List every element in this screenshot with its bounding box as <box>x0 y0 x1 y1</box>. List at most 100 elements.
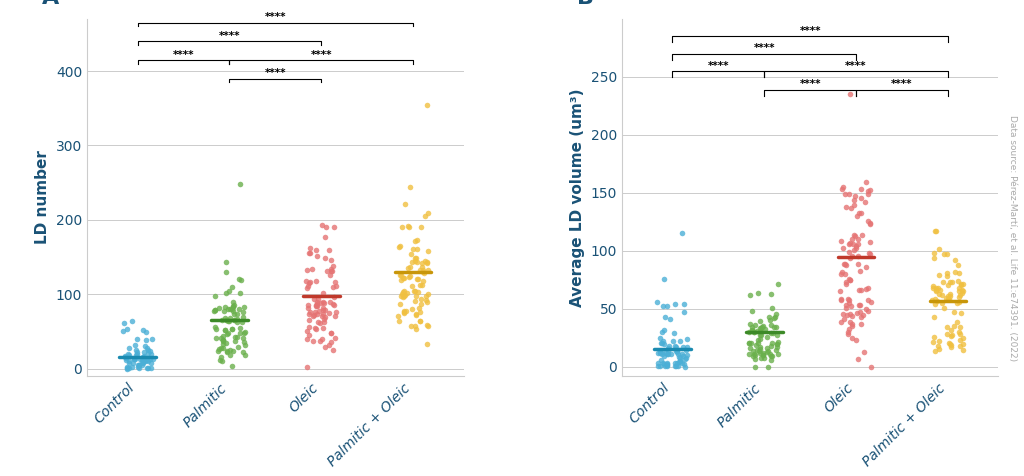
Point <box>408 254 424 261</box>
Point <box>396 288 413 295</box>
Point <box>403 305 420 312</box>
Point <box>415 267 431 274</box>
Point <box>936 250 952 258</box>
Point <box>220 305 237 313</box>
Point <box>231 305 248 313</box>
Point <box>861 238 878 246</box>
Point <box>859 190 876 198</box>
Point <box>307 302 324 310</box>
Point <box>651 362 668 369</box>
Point <box>928 287 944 294</box>
Point <box>417 258 433 265</box>
Point <box>672 357 688 364</box>
Point <box>927 347 943 355</box>
Point <box>323 330 339 337</box>
Point <box>756 354 772 362</box>
Text: ****: **** <box>800 79 821 89</box>
Point <box>216 315 232 322</box>
Point <box>848 242 864 249</box>
Point <box>656 313 673 320</box>
Point <box>408 292 424 300</box>
Point <box>837 190 853 198</box>
Point <box>841 299 857 307</box>
Point <box>130 361 146 368</box>
Point <box>769 340 785 348</box>
Point <box>841 240 857 248</box>
Point <box>940 295 956 303</box>
Point <box>308 246 325 254</box>
Point <box>679 336 695 343</box>
Point <box>316 318 333 326</box>
Point <box>949 261 966 269</box>
Point <box>847 192 863 200</box>
Point <box>841 328 857 336</box>
Point <box>763 343 779 350</box>
Point <box>849 309 865 317</box>
Point <box>759 344 775 352</box>
Point <box>745 328 762 336</box>
Point <box>299 327 315 335</box>
Point <box>746 321 763 328</box>
Point <box>842 90 858 98</box>
Point <box>304 312 321 319</box>
Point <box>221 317 238 325</box>
Point <box>753 355 769 362</box>
Point <box>672 354 688 361</box>
Point <box>219 347 236 355</box>
Point <box>326 347 342 354</box>
Point <box>415 268 431 276</box>
Point <box>656 362 673 369</box>
Point <box>415 277 431 285</box>
Point <box>136 357 153 365</box>
Point <box>141 355 158 363</box>
Point <box>419 298 435 306</box>
Point <box>651 348 668 356</box>
Point <box>215 344 231 352</box>
Point <box>224 325 241 332</box>
Point <box>839 301 855 309</box>
Point <box>314 306 331 314</box>
Point <box>942 343 958 351</box>
Point <box>850 260 866 268</box>
Point <box>741 350 758 357</box>
Point <box>327 334 343 342</box>
Point <box>313 313 330 320</box>
Point <box>133 356 150 363</box>
Point <box>925 282 941 289</box>
Point <box>420 209 436 217</box>
Point <box>651 349 668 357</box>
Point <box>411 305 427 312</box>
Point <box>317 223 334 231</box>
Point <box>950 293 967 300</box>
Point <box>928 295 944 303</box>
Point <box>315 304 332 312</box>
Point <box>315 316 332 323</box>
Point <box>219 330 236 337</box>
Point <box>409 311 425 319</box>
Point <box>847 336 863 344</box>
Point <box>660 342 677 349</box>
Point <box>228 318 245 326</box>
Point <box>860 218 877 225</box>
Point <box>842 310 858 317</box>
Point <box>414 259 430 267</box>
Point <box>655 302 672 310</box>
Point <box>227 333 244 340</box>
Point <box>837 316 853 323</box>
Point <box>675 344 691 351</box>
Text: A: A <box>42 0 59 8</box>
Point <box>857 198 873 206</box>
Point <box>755 352 771 359</box>
Point <box>928 287 944 295</box>
Point <box>668 344 684 351</box>
Point <box>119 364 135 372</box>
Point <box>855 311 871 318</box>
Point <box>310 318 327 326</box>
Point <box>846 231 862 239</box>
Point <box>760 347 776 355</box>
Point <box>218 268 234 276</box>
Point <box>676 300 692 307</box>
Point <box>669 347 685 355</box>
Point <box>134 358 151 366</box>
Point <box>143 335 160 343</box>
